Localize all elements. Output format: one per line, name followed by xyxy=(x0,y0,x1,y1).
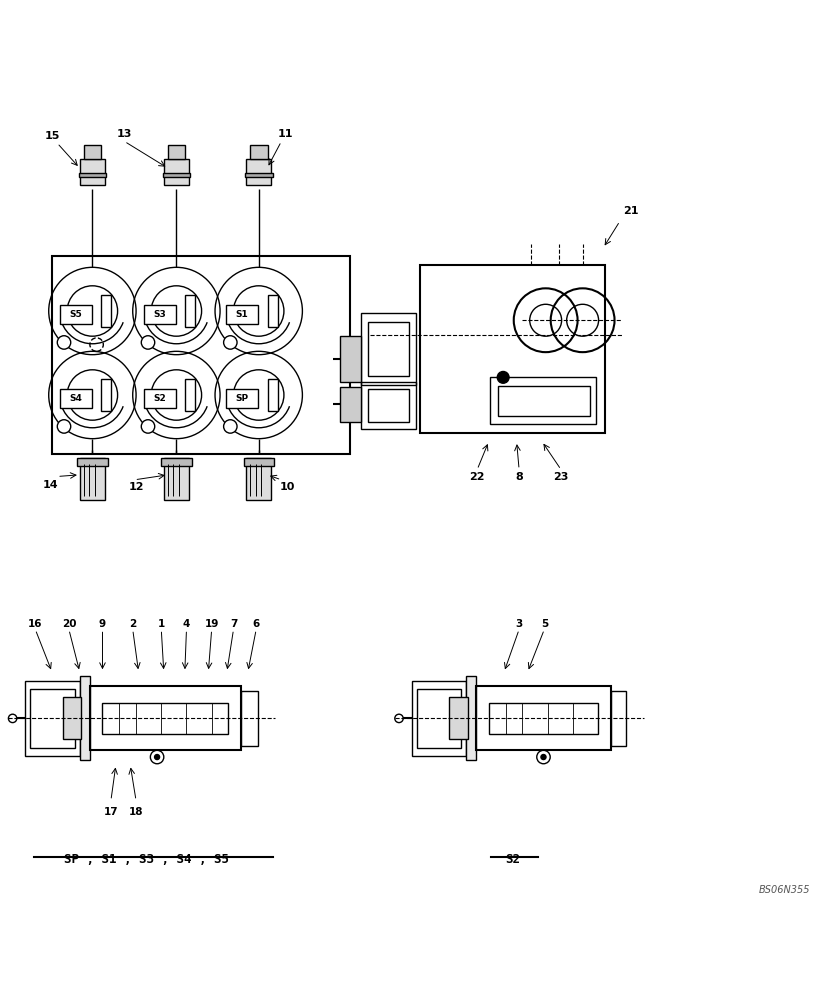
Bar xyxy=(267,379,277,411)
Bar xyxy=(185,295,195,327)
Text: S2: S2 xyxy=(153,394,166,403)
Text: 5: 5 xyxy=(541,619,548,629)
Text: 2: 2 xyxy=(129,619,136,629)
Bar xyxy=(250,145,267,159)
Text: 23: 23 xyxy=(554,472,569,482)
Bar xyxy=(80,159,105,185)
Bar xyxy=(245,173,272,177)
Text: 1: 1 xyxy=(158,619,165,629)
Bar xyxy=(412,681,466,756)
Text: S4: S4 xyxy=(69,394,82,403)
Circle shape xyxy=(223,336,237,349)
Bar xyxy=(361,313,416,385)
Bar xyxy=(226,389,258,408)
Bar xyxy=(244,458,274,466)
Bar xyxy=(144,389,176,408)
Text: 17: 17 xyxy=(103,807,118,817)
Text: 11: 11 xyxy=(278,129,293,139)
Text: 9: 9 xyxy=(99,619,106,629)
Bar xyxy=(164,159,189,185)
Bar xyxy=(161,458,192,466)
Text: S1: S1 xyxy=(235,310,249,319)
Bar xyxy=(491,377,596,424)
Text: 13: 13 xyxy=(117,129,132,139)
Bar xyxy=(361,382,416,429)
Text: 14: 14 xyxy=(43,480,58,490)
Bar xyxy=(417,689,461,748)
Bar xyxy=(101,295,111,327)
Circle shape xyxy=(141,336,155,349)
Bar xyxy=(90,686,241,750)
Bar xyxy=(246,159,271,185)
Bar xyxy=(102,703,228,734)
Bar xyxy=(163,173,190,177)
Bar xyxy=(368,322,409,376)
Bar xyxy=(84,145,101,159)
Bar xyxy=(80,458,105,500)
Bar xyxy=(167,145,185,159)
Bar xyxy=(420,265,605,433)
Bar xyxy=(77,458,108,466)
Bar xyxy=(449,697,468,739)
Text: S5: S5 xyxy=(69,310,82,319)
Text: 22: 22 xyxy=(470,472,485,482)
Bar xyxy=(611,691,626,746)
Circle shape xyxy=(141,420,155,433)
Circle shape xyxy=(57,336,71,349)
Bar xyxy=(80,676,90,760)
Bar xyxy=(497,386,590,416)
Text: BS06N355: BS06N355 xyxy=(759,885,811,895)
Bar xyxy=(63,697,81,739)
Bar xyxy=(476,686,611,750)
Bar xyxy=(60,389,92,408)
Text: 6: 6 xyxy=(253,619,260,629)
Circle shape xyxy=(57,420,71,433)
Text: S3: S3 xyxy=(153,310,166,319)
Circle shape xyxy=(541,755,546,760)
Bar xyxy=(368,389,409,422)
Text: SP: SP xyxy=(235,394,249,403)
Bar xyxy=(226,305,258,324)
Text: 18: 18 xyxy=(129,807,144,817)
Text: 12: 12 xyxy=(129,482,144,492)
Text: 21: 21 xyxy=(623,206,638,216)
Text: 20: 20 xyxy=(61,619,76,629)
Text: 19: 19 xyxy=(204,619,219,629)
Text: S2: S2 xyxy=(505,853,520,866)
Bar xyxy=(52,256,350,454)
Bar xyxy=(489,703,598,734)
Bar xyxy=(30,689,75,748)
Bar xyxy=(340,387,361,422)
Text: 4: 4 xyxy=(183,619,190,629)
Bar xyxy=(60,305,92,324)
Text: 16: 16 xyxy=(28,619,43,629)
Circle shape xyxy=(497,371,509,383)
Text: 8: 8 xyxy=(515,472,523,482)
Text: 10: 10 xyxy=(280,482,295,492)
Circle shape xyxy=(223,420,237,433)
Bar xyxy=(246,458,271,500)
Bar xyxy=(144,305,176,324)
Bar xyxy=(466,676,476,760)
Bar xyxy=(267,295,277,327)
Text: 3: 3 xyxy=(516,619,522,629)
Text: 15: 15 xyxy=(45,131,60,141)
Bar xyxy=(241,691,258,746)
Bar xyxy=(101,379,111,411)
Bar xyxy=(79,173,106,177)
Bar xyxy=(185,379,195,411)
Bar xyxy=(340,336,361,382)
Text: SP , S1 , S3 , S4 , S5: SP , S1 , S3 , S4 , S5 xyxy=(65,853,229,866)
Bar xyxy=(25,681,80,756)
Circle shape xyxy=(155,755,160,760)
Text: 7: 7 xyxy=(230,619,237,629)
Bar xyxy=(164,458,189,500)
